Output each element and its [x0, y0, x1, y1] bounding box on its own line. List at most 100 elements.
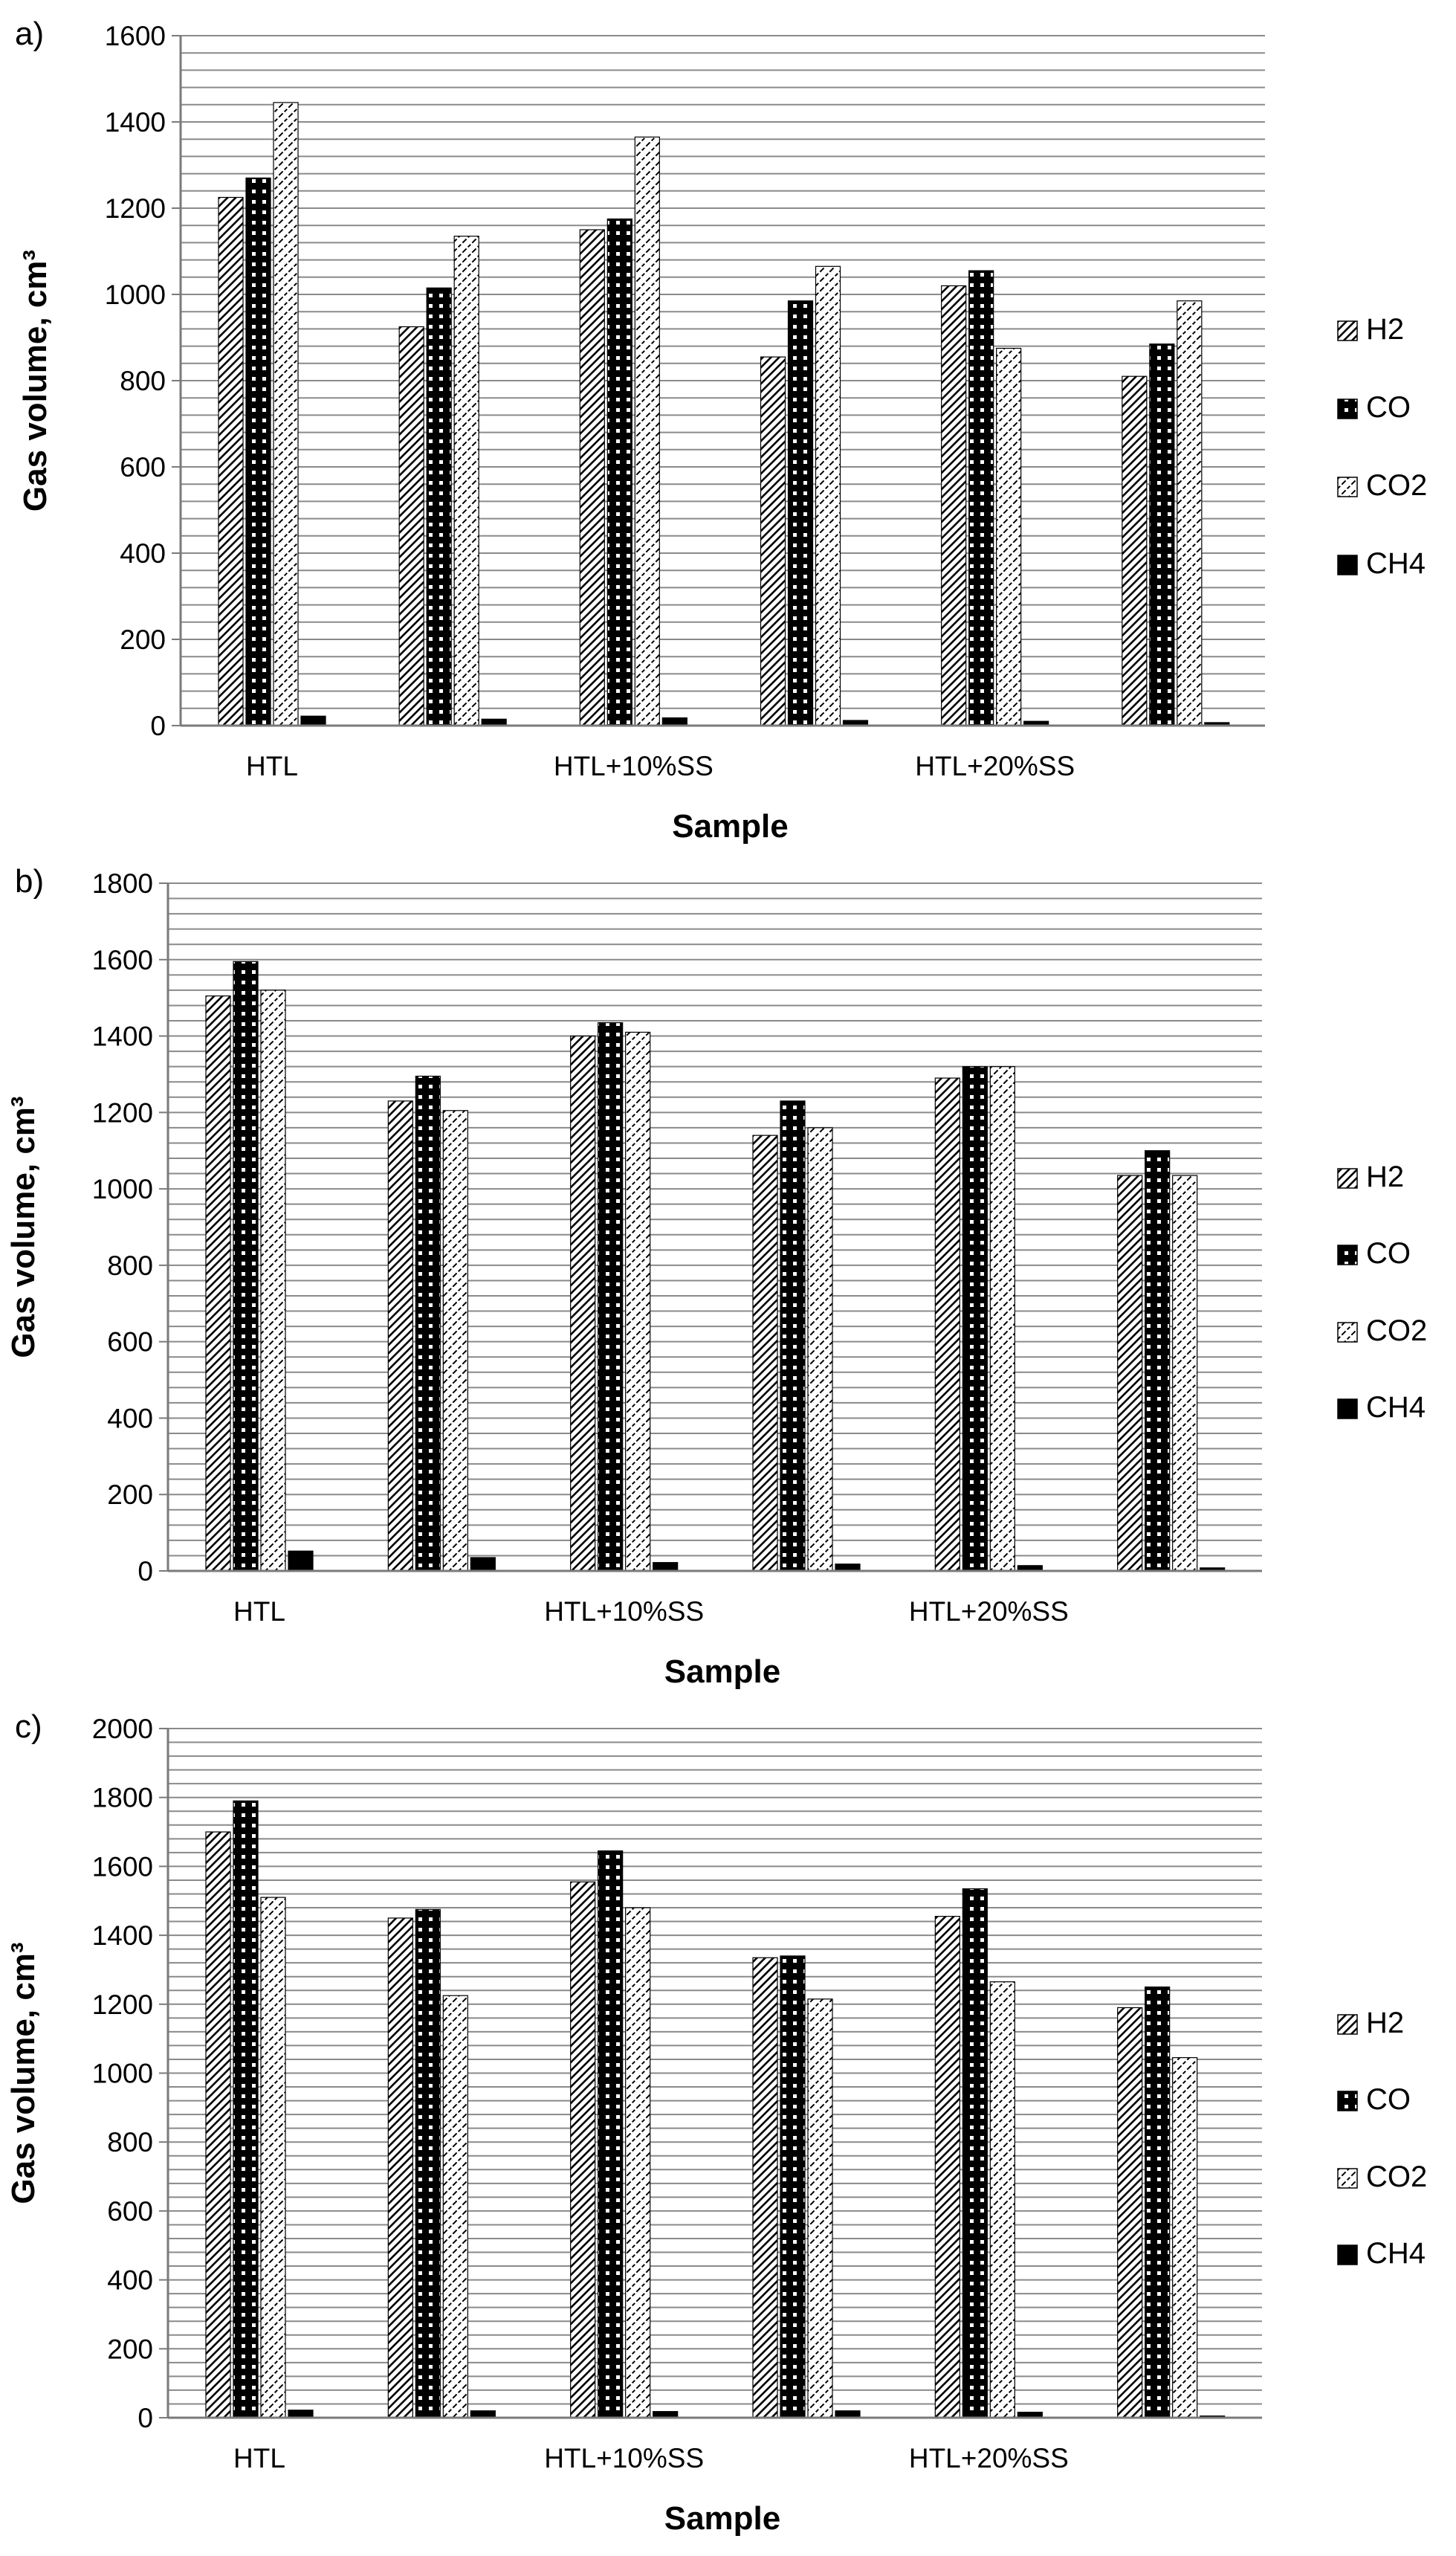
y-tick-label: 1400	[92, 1920, 153, 1951]
y-tick-label: 1200	[105, 193, 166, 224]
bar-co2-group-1	[273, 102, 299, 726]
bar-co2-group-6	[1172, 1175, 1198, 1572]
bar-ch4-group-1	[300, 715, 326, 726]
chart-panel-c: 0 200 400 600 800 1000 1200 1400 1600 1800 2000 HTL…	[5, 1708, 1427, 2537]
y-tick-label: 1600	[105, 21, 166, 51]
y-tick-label: 400	[120, 538, 166, 569]
bar-co-group-5	[962, 1066, 988, 1572]
y-tick-label: 1800	[92, 868, 153, 899]
x-axis-title: Sample	[664, 2500, 781, 2537]
legend-label-co: CO	[1366, 1237, 1411, 1270]
bar-co-group-1	[233, 1800, 259, 2418]
y-tick-label: 600	[120, 452, 166, 483]
legend-swatch-ch4	[1337, 2244, 1358, 2265]
bar-h2-group-1	[205, 1831, 231, 2418]
legend-swatch-co2	[1337, 1322, 1358, 1343]
y-axis-title: Gas volume, cm³	[5, 1942, 42, 2204]
panel-letter: c)	[15, 1708, 42, 1745]
x-category-label: HTL+20%SS	[909, 2443, 1069, 2473]
bar-co-group-5	[968, 270, 994, 726]
bar-co-group-6	[1149, 343, 1175, 726]
bar-co-group-2	[426, 287, 452, 726]
y-tick-label: 1600	[92, 1851, 153, 1882]
bar-co-group-3	[606, 218, 632, 726]
y-tick-label: 1200	[92, 1097, 153, 1128]
bar-h2-group-5	[934, 1077, 960, 1572]
y-tick-label: 800	[107, 1250, 153, 1281]
y-tick-label: 400	[107, 2265, 153, 2296]
legend-label-h2: H2	[1366, 313, 1404, 346]
bar-h2-group-3	[570, 1035, 596, 1572]
bar-co2-group-2	[442, 1110, 468, 1572]
bar-h2-group-5	[941, 285, 967, 726]
bar-co2-group-3	[625, 1031, 651, 1572]
y-tick-label: 1600	[92, 945, 153, 975]
y-axis-title: Gas volume, cm³	[17, 250, 54, 511]
legend-swatch-co	[1337, 2091, 1358, 2111]
y-tick-label: 400	[107, 1403, 153, 1433]
bar-h2-group-4	[752, 1135, 778, 1572]
y-tick-label: 200	[107, 2334, 153, 2364]
bar-h2-group-3	[579, 229, 605, 726]
bar-co-group-5	[962, 1888, 988, 2418]
bar-co2-group-3	[634, 136, 660, 726]
legend-label-co2: CO2	[1366, 1314, 1427, 1347]
legend-label-ch4: CH4	[1366, 1391, 1426, 1424]
legend-label-co2: CO2	[1366, 2160, 1427, 2193]
y-tick-label: 800	[107, 2127, 153, 2158]
bar-co2-group-5	[989, 1066, 1015, 1572]
bar-co-group-4	[787, 300, 814, 726]
bar-h2-group-1	[205, 995, 231, 1572]
bar-co2-group-2	[442, 1995, 468, 2418]
bar-co2-group-4	[807, 1127, 833, 1572]
bar-co2-group-5	[996, 347, 1022, 726]
legend-label-co: CO	[1366, 2083, 1411, 2116]
bar-co-group-4	[780, 1955, 806, 2418]
bar-co2-group-4	[815, 265, 841, 726]
bar-h2-group-5	[934, 1916, 960, 2418]
legend-swatch-co	[1337, 398, 1358, 419]
y-tick-label: 1800	[92, 1783, 153, 1813]
bar-co2-group-1	[260, 990, 286, 1572]
legend-label-co2: CO2	[1366, 469, 1427, 502]
y-tick-label: 600	[107, 1327, 153, 1358]
y-tick-label: 800	[120, 366, 166, 396]
panel-letter: b)	[15, 863, 44, 900]
y-tick-label: 0	[137, 2403, 153, 2433]
bar-co-group-1	[245, 177, 271, 726]
y-tick-label: 1000	[92, 2059, 153, 2089]
bar-h2-group-4	[752, 1957, 778, 2418]
x-category-label: HTL+20%SS	[909, 1596, 1069, 1627]
panel-letter: a)	[15, 16, 44, 52]
bar-ch4-group-2	[470, 1557, 496, 1572]
bar-h2-group-2	[387, 1917, 413, 2418]
legend-label-ch4: CH4	[1366, 547, 1426, 580]
bar-co-group-2	[415, 1075, 441, 1572]
legend-label-co: CO	[1366, 391, 1411, 424]
bar-co2-group-1	[260, 1897, 286, 2418]
y-tick-label: 200	[107, 1479, 153, 1510]
x-category-label: HTL+10%SS	[544, 2443, 704, 2473]
bar-co2-group-4	[807, 1998, 833, 2418]
bar-h2-group-4	[760, 356, 786, 726]
x-category-label: HTL	[233, 1596, 285, 1627]
x-category-label: HTL	[246, 751, 298, 781]
y-tick-label: 0	[150, 711, 166, 741]
bar-h2-group-6	[1122, 375, 1148, 726]
legend-swatch-ch4	[1337, 1398, 1358, 1419]
legend-label-h2: H2	[1366, 2007, 1404, 2039]
y-tick-label: 1000	[105, 280, 166, 310]
x-axis-title: Sample	[672, 808, 789, 845]
bar-ch4-group-3	[653, 1562, 679, 1572]
x-category-label: HTL	[233, 2443, 285, 2473]
bar-co2-group-5	[989, 1981, 1015, 2418]
bar-co2-group-6	[1177, 300, 1203, 726]
bar-co-group-4	[780, 1100, 806, 1572]
y-tick-label: 2000	[92, 1714, 153, 1744]
bar-co2-group-2	[453, 236, 479, 726]
legend-swatch-ch4	[1337, 555, 1358, 575]
legend-label-ch4: CH4	[1366, 2237, 1426, 2270]
y-tick-label: 200	[120, 625, 166, 655]
bar-co-group-3	[598, 1850, 624, 2418]
